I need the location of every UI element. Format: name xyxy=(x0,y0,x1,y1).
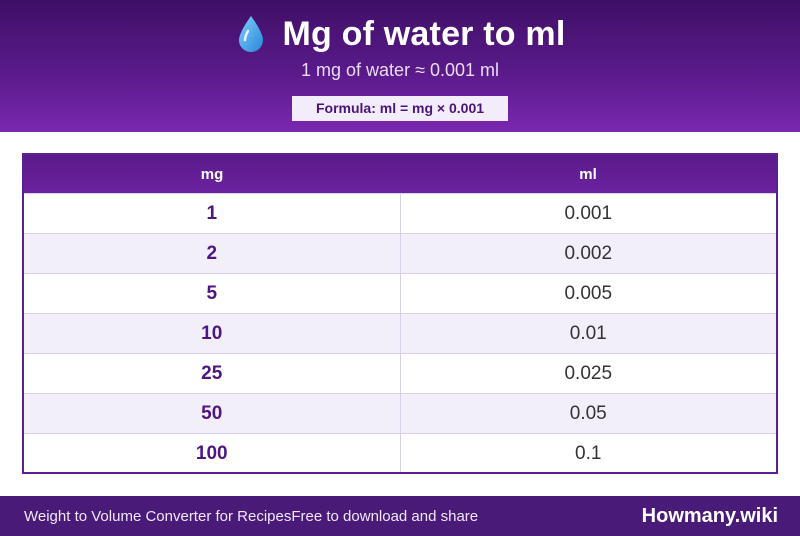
ml-cell: 0.002 xyxy=(564,242,613,264)
footer-caption: Weight to Volume Converter for Recipes Fr… xyxy=(24,496,478,536)
table-row: 10 0.01 xyxy=(24,313,776,353)
mg-cell: 2 xyxy=(24,234,401,273)
ml-cell: 0.005 xyxy=(564,282,613,304)
mg-cell: 50 xyxy=(24,394,401,433)
water-drop-icon xyxy=(238,16,263,52)
conversion-table: mg ml 1 0.001 2 0.002 5 0.005 10 0.01 25… xyxy=(22,153,778,474)
footer-converter-label: Weight to Volume Converter for Recipes xyxy=(24,507,292,525)
ml-cell: 0.001 xyxy=(564,202,613,224)
table-row: 2 0.002 xyxy=(24,233,776,273)
mg-cell: 100 xyxy=(24,434,401,472)
table-row: 25 0.025 xyxy=(24,353,776,393)
header-banner: Mg of water to ml 1 mg of water ≈ 0.001 … xyxy=(0,0,800,132)
title-row: Mg of water to ml xyxy=(0,14,800,54)
ml-cell: 0.025 xyxy=(564,362,613,384)
ml-cell: 0.05 xyxy=(569,402,607,424)
column-header-ml: ml xyxy=(579,165,597,183)
table-row: 5 0.005 xyxy=(24,273,776,313)
page-subtitle: 1 mg of water ≈ 0.001 ml xyxy=(301,60,499,80)
table-row: 100 0.1 xyxy=(24,433,776,472)
table-row: 1 0.001 xyxy=(24,193,776,233)
brand-logo-text: Howmany.wiki xyxy=(641,504,778,527)
mg-cell: 25 xyxy=(24,354,401,393)
page-title: Mg of water to ml xyxy=(282,14,566,53)
column-header-mg: mg xyxy=(200,165,224,183)
formula-badge: Formula: ml = mg × 0.001 xyxy=(292,96,508,121)
footer-bar: Weight to Volume Converter for Recipes Fr… xyxy=(0,496,800,536)
table-row: 50 0.05 xyxy=(24,393,776,433)
ml-cell: 0.01 xyxy=(569,322,607,344)
mg-cell: 1 xyxy=(24,194,401,233)
footer-share-label: Free to download and share xyxy=(291,507,479,525)
ml-cell: 0.1 xyxy=(575,442,602,464)
mg-cell: 10 xyxy=(24,314,401,353)
table-header: mg ml xyxy=(24,155,776,193)
mg-cell: 5 xyxy=(24,274,401,313)
